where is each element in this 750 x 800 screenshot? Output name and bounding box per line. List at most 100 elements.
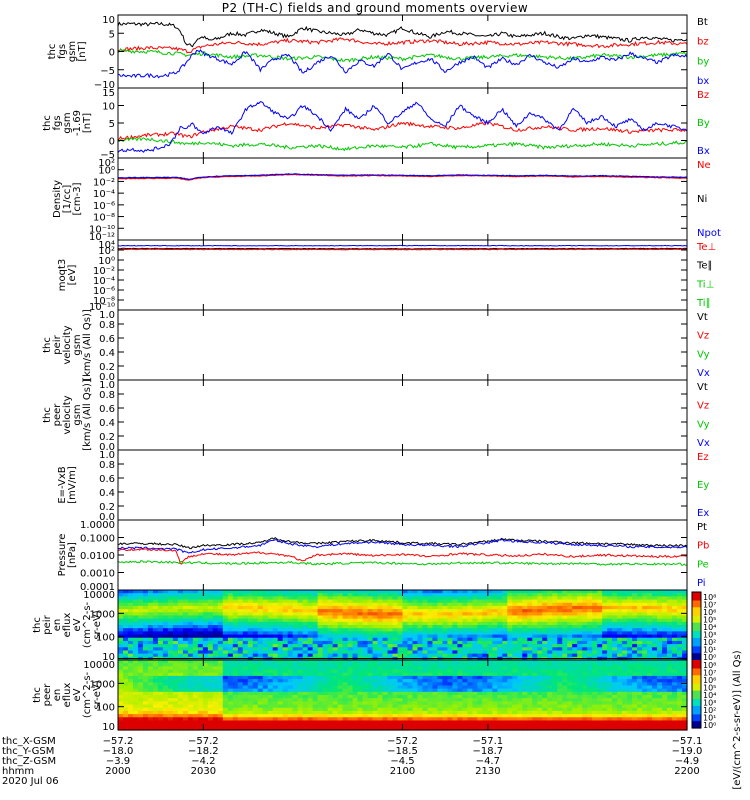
ephemeris-value: 2030	[191, 766, 216, 777]
efield-ytick-label: 1.0	[99, 450, 115, 461]
panel-electron-velocity: 1.00.8 0.6 0.4 0.20.0 thc peer velocity gsm [km/…	[42, 379, 710, 453]
fgs-dsl-series-2	[117, 101, 688, 153]
ion-velocity-ytick-label: 0.0	[99, 372, 115, 383]
density-ylabel: [1/cc]	[62, 185, 73, 214]
ephemeris-value: −57.1	[672, 736, 703, 747]
fgs-series-2	[117, 48, 688, 63]
electron-velocity-legend-0: Vt	[697, 382, 708, 393]
efield-ytick-label: 0.0	[99, 512, 115, 523]
pressure-ytick-label: 0.1000	[80, 534, 115, 545]
ion-spectrogram-ylabel: sr-eV)	[92, 610, 103, 639]
temperature-legend-3: Ti∥	[696, 298, 711, 309]
temperature-ytick-label: 10⁻⁴	[93, 276, 115, 287]
fgs-dsl-ytick-label: 10	[102, 102, 115, 113]
fgs-dsl-ylabel: thc	[42, 115, 53, 131]
electron-velocity-ylabel: peer	[52, 403, 63, 427]
electron-velocity-ylabel: thc	[42, 407, 53, 423]
density-ytick-label: 10⁻⁴	[93, 189, 115, 200]
ephemeris-value: 2200	[674, 766, 699, 777]
ephemeris-value: −57.2	[387, 736, 418, 747]
temperature-legend-2: Ti⊥	[696, 279, 714, 290]
temperature-ytick-label: 10⁻¹⁰	[89, 302, 115, 313]
temperature-ytick-label: 10⁻²	[93, 266, 115, 277]
fgs-dsl-ylabel: [nT]	[82, 113, 93, 133]
electron-spectrogram-ylabel: eflux	[62, 683, 73, 708]
ephemeris-value: −18.5	[387, 746, 418, 757]
ion-velocity-frame	[117, 309, 688, 381]
colorbar-tick-label: 10²	[703, 638, 716, 647]
ephemeris-value: 2000	[105, 766, 130, 777]
ion-velocity-ylabel: velocity	[62, 325, 73, 364]
ion-spectrogram-cells	[118, 590, 688, 661]
colorbar-tick-label: 10⁰	[703, 653, 716, 662]
density-ylabel: Density	[52, 180, 63, 218]
density-ylabel: [cm-3]	[72, 182, 83, 215]
colorbar-tick-label: 10⁴	[703, 691, 716, 700]
efield-ytick-label: 0.6	[99, 474, 115, 485]
ion-velocity-ytick-label: 1.0	[99, 310, 115, 321]
ephemeris-value: −4.7	[476, 756, 500, 767]
temperature-ytick-label: 10²	[98, 246, 115, 257]
ion-spectrogram-ylabel: (cm^2-s-	[82, 601, 93, 648]
fgs-dsl-ylabel: gsm	[62, 112, 73, 133]
ion-velocity-legend-0: Vt	[697, 312, 708, 323]
colorbar-tick-label: 10⁰	[703, 721, 716, 730]
fgs-ytick-label: −10	[94, 80, 115, 91]
electron-velocity-ytick-label: 0.4	[99, 418, 115, 429]
ephemeris-value: −18.7	[473, 746, 504, 757]
panel-electron-spectrogram: 10000 1000 100 10 thc peer en eflux eV (cm^2-s-sr…	[32, 659, 688, 733]
colorbar-tick-label: 10⁵	[703, 683, 716, 692]
pressure-series-2	[117, 547, 688, 565]
ephemeris-row-label: hhmm	[2, 766, 34, 777]
pressure-ylabel: [nPa]	[67, 542, 78, 568]
electron-velocity-ylabel: velocity	[62, 395, 73, 434]
colorbar-tick-label: 10³	[703, 698, 716, 707]
ion-spectrogram-ylabel: eflux	[62, 613, 73, 638]
fgs-ylabel: thc	[47, 44, 58, 60]
fgs-legend-0: Bt	[697, 17, 708, 28]
density-legend-0: Ne	[697, 160, 711, 171]
fgs-dsl-legend-0: Bz	[697, 90, 709, 101]
electron-velocity-ytick-label: 0.8	[99, 390, 115, 401]
colorbar-tick-label: 10⁷	[703, 668, 716, 677]
ion-spectrogram-ytick-label: 100	[96, 633, 115, 644]
fgs-dsl-frame	[117, 87, 688, 159]
electron-velocity-frame	[117, 379, 688, 451]
ephemeris-row-label: thc_Y-GSM	[2, 746, 54, 757]
ephemeris-value: −18.2	[188, 746, 219, 757]
panel-density: 10²10⁰10⁻²10⁻⁴10⁻⁶10⁻⁸10⁻¹⁰10⁻¹²Density[…	[52, 157, 721, 243]
fgs-dsl-ylabel: -1.69	[72, 110, 83, 136]
ion-velocity-ylabel: thc	[42, 337, 53, 353]
pressure-legend-1: Pb	[697, 541, 709, 552]
efield-ylabel: E=-VxB	[57, 466, 68, 503]
colorbar: 10⁸10⁷10⁶10⁵10⁴10³10²10¹10⁰10⁸10⁷10⁶10⁵1…	[691, 591, 743, 790]
ephemeris-value: 2130	[475, 766, 500, 777]
electron-velocity-legend-3: Vx	[697, 438, 710, 449]
density-ytick-label: 10⁻⁶	[93, 201, 115, 212]
ion-spectrogram-ylabel: eV	[72, 618, 83, 631]
fgs-dsl-ytick-label: −5	[100, 150, 115, 161]
fgs-ytick-label: 10	[102, 15, 115, 26]
ion-velocity-ylabel: gsm	[72, 334, 83, 355]
colorbar-tick-label: 10⁸	[703, 661, 716, 670]
ephemeris-row-label: thc_X-GSM	[2, 736, 56, 747]
electron-spectrogram-ytick-label: 1000	[90, 679, 115, 690]
efield-ylabel: [mV/m]	[67, 466, 78, 504]
density-legend-2: Npot	[697, 228, 721, 239]
fgs-dsl-ylabel: fgs	[52, 115, 63, 130]
electron-velocity-ytick-label: 0.0	[99, 442, 115, 453]
efield-legend-0: Ez	[697, 452, 709, 463]
ion-velocity-ytick-label: 0.6	[99, 334, 115, 345]
pressure-ytick-label: 0.0001	[80, 582, 115, 593]
ion-velocity-legend-2: Vy	[697, 349, 710, 360]
colorbar-tick-label: 10⁶	[703, 676, 716, 685]
fgs-dsl-series-0	[117, 120, 688, 141]
ephemeris-value: −19.0	[672, 746, 703, 757]
fgs-dsl-legend-1: By	[697, 118, 710, 129]
electron-spectrogram-ylabel: en	[52, 689, 63, 702]
density-legend-1: Ni	[697, 194, 707, 205]
fgs-dsl-ytick-label: 0	[109, 137, 115, 148]
electron-velocity-ylabel: gsm	[72, 404, 83, 425]
